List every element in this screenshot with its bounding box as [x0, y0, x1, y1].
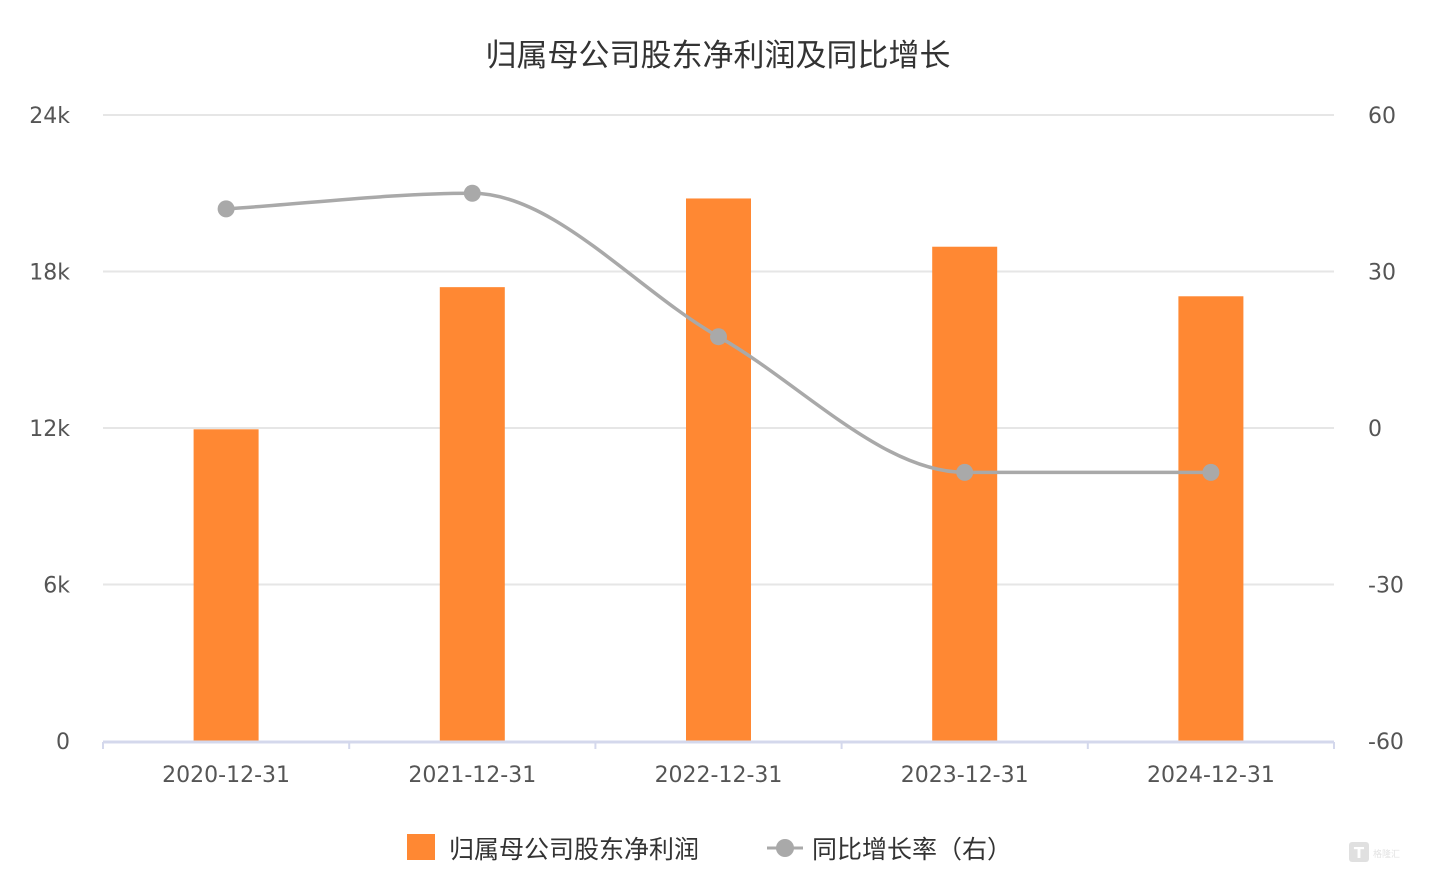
bar	[1178, 296, 1244, 741]
y-right-tick-label: -60	[1368, 730, 1404, 755]
t-logo-glyph: T	[1354, 844, 1365, 862]
legend-bar-swatch[interactable]	[407, 834, 435, 860]
x-tick-label: 2021-12-31	[408, 763, 536, 788]
x-tick-label: 2022-12-31	[655, 763, 783, 788]
y-right-tick-label: 0	[1368, 417, 1382, 442]
y-right-tick-label: 60	[1368, 104, 1396, 129]
x-tick-label: 2024-12-31	[1147, 763, 1275, 788]
legend[interactable]: 归属母公司股东净利润 同比增长率（右）	[407, 834, 1012, 864]
watermark-text: 格隆汇	[1373, 848, 1400, 860]
y-left-tick-label: 6k	[43, 574, 70, 599]
bar	[932, 246, 998, 742]
watermark: T 格隆汇	[1349, 842, 1400, 862]
bar	[193, 429, 259, 741]
x-tick-label: 2023-12-31	[901, 763, 1029, 788]
bar	[439, 287, 505, 741]
y-left-tick-label: 24k	[29, 104, 70, 129]
legend-bar-label[interactable]: 归属母公司股东净利润	[449, 835, 699, 864]
bar-series	[193, 198, 1244, 742]
y-left-tick-label: 0	[56, 730, 70, 755]
x-axis: 2020-12-31 2021-12-31 2022-12-31 2023-12-31…	[102, 740, 1335, 788]
line-point	[956, 463, 974, 481]
y-right-tick-label: 30	[1368, 261, 1396, 286]
line-point	[217, 200, 235, 218]
y-left-tick-label: 18k	[29, 261, 70, 286]
t-logo-icon	[1349, 842, 1369, 862]
y-axis-left: 0 6k 12k 18k 24k	[29, 104, 70, 755]
y-axis-right: -60 -30 0 30 60	[1368, 104, 1404, 755]
y-right-tick-label: -30	[1368, 574, 1404, 599]
line-point	[463, 184, 481, 202]
bar	[686, 198, 751, 741]
line-point	[710, 328, 727, 346]
x-tick-label: 2020-12-31	[162, 763, 290, 788]
legend-line-label[interactable]: 同比增长率（右）	[812, 835, 1012, 864]
chart-title: 归属母公司股东净利润及同比增长	[486, 38, 951, 74]
y-left-tick-label: 12k	[29, 417, 70, 442]
line-series	[217, 184, 1220, 481]
legend-line-marker[interactable]	[776, 839, 794, 857]
line-point	[1202, 463, 1220, 481]
